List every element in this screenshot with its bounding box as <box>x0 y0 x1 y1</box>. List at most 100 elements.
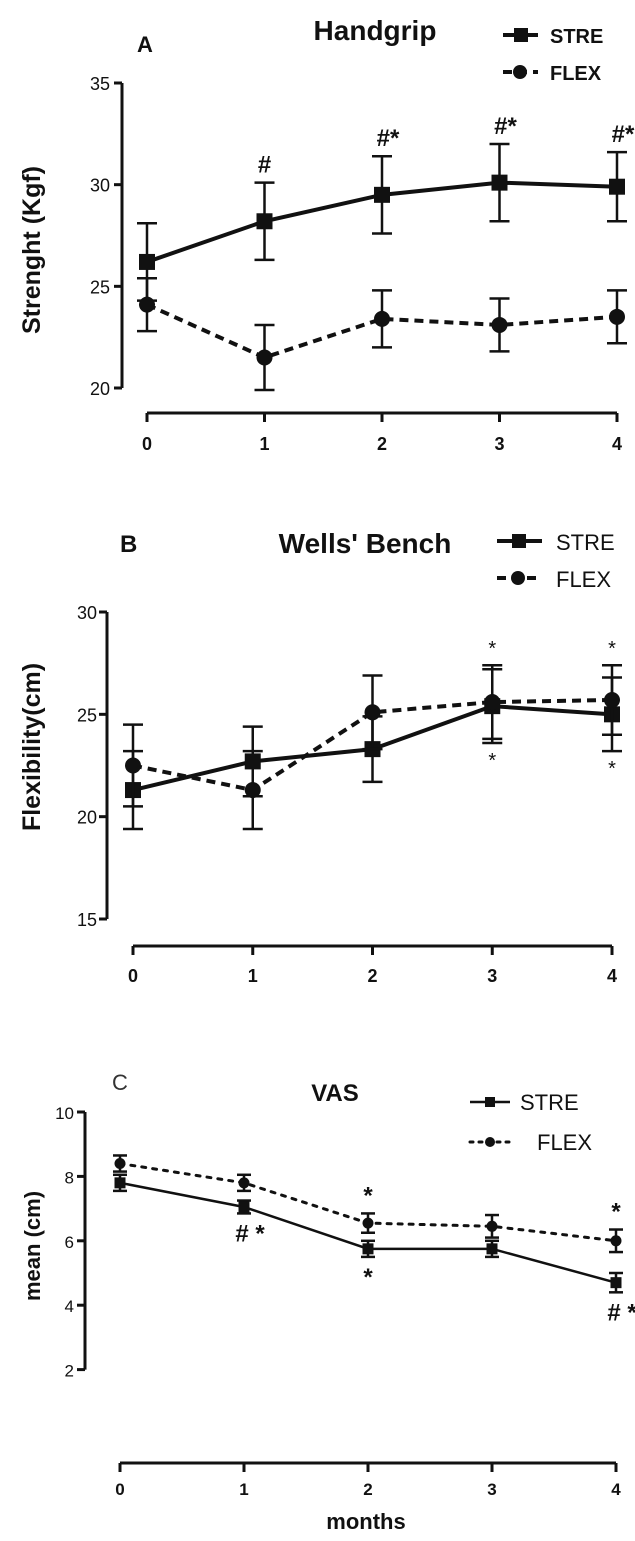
x-tick-label: 4 <box>607 966 617 986</box>
data-point-square <box>374 186 390 203</box>
legend-item-flex: FLEX <box>468 1130 592 1155</box>
legend-square-marker <box>514 28 528 42</box>
y-tick-label: 8 <box>65 1168 74 1187</box>
x-tick-label: 4 <box>612 434 622 454</box>
legend-label-flex: FLEX <box>537 1130 592 1155</box>
legend-item-flex: FLEX <box>497 567 611 592</box>
series-stre <box>137 142 627 302</box>
chart-title: Handgrip <box>314 15 437 46</box>
data-point-circle <box>362 1217 374 1229</box>
legend-circle-marker <box>511 571 525 585</box>
legend-label-stre: STRE <box>520 1090 579 1115</box>
legend-circle-marker <box>485 1137 495 1147</box>
plot-area: 15 20 25 30 0 1 2 3 4 * * * * <box>77 603 622 986</box>
plot-area: 20 25 30 35 0 1 2 3 4 # #* #* #* <box>90 74 635 454</box>
y-axis-label: Strenght (Kgf) <box>18 166 46 334</box>
legend-item-stre: STRE <box>503 26 603 48</box>
significance-marker: * <box>363 1264 373 1291</box>
significance-marker: #* <box>377 125 400 152</box>
y-axis-label: mean (cm) <box>20 1191 45 1301</box>
legend-label-stre: STRE <box>550 26 603 48</box>
y-tick-label: 30 <box>90 176 110 196</box>
data-point-circle <box>125 757 141 774</box>
significance-marker: * <box>611 1199 621 1226</box>
data-point-circle <box>491 316 508 333</box>
significance-marker: # * <box>235 1220 265 1247</box>
legend: STRE FLEX <box>497 530 615 592</box>
data-point-square <box>238 1201 250 1213</box>
panel-b-wells-bench: B Wells' Bench Flexibility(cm) STRE FLEX… <box>18 528 622 986</box>
series-line <box>132 698 613 793</box>
x-tick-label: 0 <box>115 1480 124 1499</box>
x-tick-label: 2 <box>363 1480 372 1499</box>
significance-marker: # * <box>607 1299 635 1326</box>
legend-item-flex: FLEX <box>503 63 602 85</box>
data-point-circle <box>374 310 390 327</box>
legend-label-stre: STRE <box>556 530 615 555</box>
series-stre <box>113 1173 623 1294</box>
series-flex <box>137 276 627 392</box>
significance-marker: * <box>608 758 616 780</box>
x-tick-label: 3 <box>494 434 504 454</box>
data-point-square <box>362 1243 374 1255</box>
significance-marker: * <box>363 1182 373 1209</box>
data-point-circle <box>609 308 625 325</box>
data-point-circle <box>604 692 620 709</box>
chart-title: Wells' Bench <box>279 528 452 559</box>
legend-item-stre: STRE <box>470 1090 579 1115</box>
data-point-square <box>486 1243 498 1255</box>
legend: STRE FLEX <box>503 26 603 85</box>
significance-marker: #* <box>612 121 635 148</box>
y-tick-label: 25 <box>77 705 97 725</box>
panel-label: A <box>137 32 153 57</box>
series-line <box>146 302 618 360</box>
data-point-square <box>609 178 625 195</box>
y-tick-label: 35 <box>90 74 110 94</box>
data-point-square <box>491 174 508 191</box>
y-tick-label: 2 <box>65 1362 74 1381</box>
data-point-square <box>256 213 273 230</box>
x-tick-label: 0 <box>142 434 152 454</box>
y-axis-label: Flexibility(cm) <box>18 663 46 831</box>
x-tick-label: 4 <box>611 1480 621 1499</box>
x-tick-label: 2 <box>367 966 377 986</box>
y-tick-label: 15 <box>77 910 97 930</box>
x-tick-label: 3 <box>487 966 497 986</box>
significance-marker: #* <box>494 113 517 140</box>
y-tick-label: 20 <box>77 808 97 828</box>
panel-label: B <box>120 531 137 558</box>
y-tick-label: 4 <box>65 1297 74 1316</box>
data-point-circle <box>238 1177 250 1189</box>
legend-label-flex: FLEX <box>556 567 611 592</box>
y-tick-label: 20 <box>90 379 110 399</box>
panel-c-vas: C VAS mean (cm) months STRE FLEX 2 4 6 8 10 0… <box>20 1070 635 1534</box>
data-point-square <box>610 1277 622 1289</box>
data-point-circle <box>244 782 261 799</box>
series-flex <box>113 1154 623 1254</box>
data-point-square <box>114 1177 126 1189</box>
significance-marker: * <box>488 750 496 772</box>
data-point-circle <box>484 694 501 711</box>
y-tick-label: 25 <box>90 277 110 297</box>
legend-square-marker <box>512 534 526 548</box>
panel-label: C <box>112 1070 128 1095</box>
x-tick-label: 1 <box>259 434 269 454</box>
data-point-square <box>139 253 155 270</box>
y-tick-label: 30 <box>77 603 97 623</box>
legend-label-flex: FLEX <box>550 63 602 85</box>
significance-marker: # <box>258 152 271 179</box>
data-point-circle <box>139 296 155 313</box>
data-point-circle <box>114 1158 126 1170</box>
y-tick-label: 6 <box>65 1233 74 1252</box>
legend: STRE FLEX <box>468 1090 592 1155</box>
panel-a-handgrip: A Handgrip Strenght (Kgf) STRE FLEX 2025… <box>18 15 635 454</box>
legend-circle-marker <box>513 65 527 79</box>
data-point-circle <box>610 1235 622 1247</box>
x-tick-label: 1 <box>248 966 258 986</box>
data-point-circle <box>256 349 273 366</box>
x-tick-label: 0 <box>128 966 138 986</box>
x-tick-label: 1 <box>239 1480 248 1499</box>
plot-area: 2 4 6 8 10 0 1 2 3 4 # * * * * # * <box>55 1104 635 1499</box>
x-tick-label: 2 <box>377 434 387 454</box>
